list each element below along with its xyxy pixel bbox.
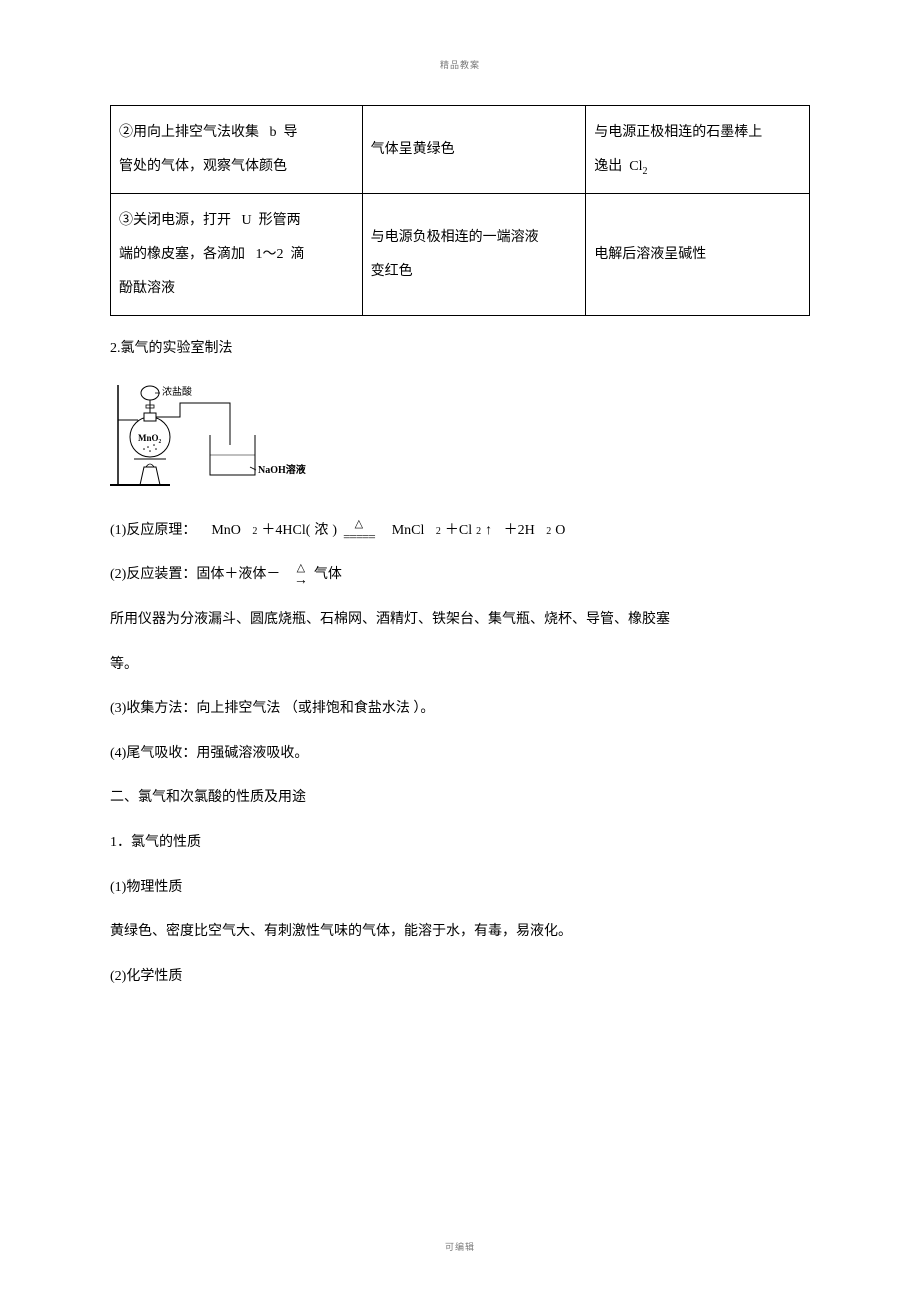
- table-row: ③关闭电源，打开 U 形管两 端的橡皮塞，各滴加 1～2 滴 酚酞溶液 与电源负…: [111, 194, 810, 316]
- label-naoh: NaOH溶液: [258, 463, 306, 476]
- physical-props-title: (1)物理性质: [110, 875, 810, 902]
- table-row: ②用向上排空气法收集 b 导 管处的气体，观察气体颜色 气体呈黄绿色 与电源正极…: [111, 106, 810, 194]
- text: ＋4HCl(: [261, 518, 310, 545]
- text: 端的橡皮塞，各滴加: [119, 247, 245, 262]
- label-mno2: MnO₂: [138, 433, 162, 443]
- cell-obs3: 与电源负极相连的一端溶液 变红色: [362, 194, 586, 316]
- text: ②用向上排空气法收集: [119, 125, 259, 140]
- text: 与电源正极相连的石墨棒上: [594, 125, 762, 140]
- text: ): [332, 518, 337, 545]
- text-drops: 1～2: [256, 247, 284, 262]
- text: 电解后溶液呈碱性: [594, 247, 706, 262]
- cell-step3: ③关闭电源，打开 U 形管两 端的橡皮塞，各滴加 1～2 滴 酚酞溶液: [111, 194, 363, 316]
- text: O: [555, 518, 565, 545]
- text: 变红色: [371, 264, 413, 279]
- apparatus-diagram: 浓盐酸 MnO₂ NaOH溶液: [110, 375, 810, 500]
- text: 浓: [314, 518, 328, 545]
- watermark-top: 精品教案: [440, 58, 480, 71]
- text-b: b: [270, 125, 277, 140]
- text-cl2: Cl: [629, 159, 642, 174]
- experiment-table: ②用向上排空气法收集 b 导 管处的气体，观察气体颜色 气体呈黄绿色 与电源正极…: [110, 105, 810, 316]
- text-u: U: [242, 213, 252, 228]
- text: 酚酞溶液: [119, 281, 175, 296]
- chemical-props-title: (2)化学性质: [110, 964, 810, 991]
- text: 气体: [314, 562, 342, 589]
- text: 逸出: [594, 159, 622, 174]
- sub: 2: [476, 522, 481, 541]
- cell-conc2: 与电源正极相连的石墨棒上 逸出 Cl2: [586, 106, 810, 194]
- sub: 2: [436, 522, 441, 541]
- collection-method: (3)收集方法：向上排空气法 （或排饱和食盐水法 ）。: [110, 696, 810, 723]
- text: ＋Cl: [445, 518, 472, 545]
- formula-mncl: MnCl: [392, 518, 425, 545]
- text: 形管两: [259, 213, 301, 228]
- physical-props-body: 黄绿色、密度比空气大、有刺激性气味的气体，能溶于水，有毒，易液化。: [110, 919, 810, 946]
- cell-conc3: 电解后溶液呈碱性: [586, 194, 810, 316]
- reaction-principle: (1)反应原理： MnO 2 ＋4HCl( 浓 ) △ ===== MnCl 2…: [110, 518, 810, 545]
- cell-step2: ②用向上排空气法收集 b 导 管处的气体，观察气体颜色: [111, 106, 363, 194]
- cell-obs2: 气体呈黄绿色: [362, 106, 586, 194]
- text: ＋2H: [504, 518, 535, 545]
- heated-equals: △ =====: [343, 519, 375, 543]
- equals: =====: [343, 530, 375, 543]
- right-arrow-icon: →: [294, 574, 308, 588]
- text: ③关闭电源，打开: [119, 213, 231, 228]
- apparatus-list-end: 等。: [110, 652, 810, 679]
- watermark-bottom: 可编辑: [445, 1240, 475, 1253]
- sub: 2: [252, 522, 257, 541]
- label-hcl: 浓盐酸: [162, 385, 192, 398]
- text: 导: [284, 125, 298, 140]
- sub: 2: [643, 165, 648, 176]
- sub: 2: [546, 522, 551, 541]
- reaction-setup: (2)反应装置：固体＋液体－ △ → 气体: [110, 562, 810, 589]
- apparatus-list: 所用仪器为分液漏斗、圆底烧瓶、石棉网、酒精灯、铁架台、集气瓶、烧杯、导管、橡胶塞: [110, 607, 810, 634]
- heated-arrow: △ →: [294, 563, 308, 588]
- text: 气体呈黄绿色: [371, 142, 455, 157]
- text: (2)反应装置：固体＋液体－: [110, 562, 280, 589]
- section-lab-prep-title: 2.氯气的实验室制法: [110, 336, 810, 363]
- formula-mno: MnO: [211, 518, 241, 545]
- text: 与电源负极相连的一端溶液: [371, 230, 539, 245]
- tail-gas: (4)尾气吸收：用强碱溶液吸收。: [110, 741, 810, 768]
- section-2-title: 二、氯气和次氯酸的性质及用途: [110, 785, 810, 812]
- text: 滴: [291, 247, 305, 262]
- text: (1)反应原理：: [110, 518, 196, 545]
- text: 管处的气体，观察气体颜色: [119, 159, 287, 174]
- up-arrow-icon: ↑: [485, 518, 492, 545]
- chlorine-properties-title: 1．氯气的性质: [110, 830, 810, 857]
